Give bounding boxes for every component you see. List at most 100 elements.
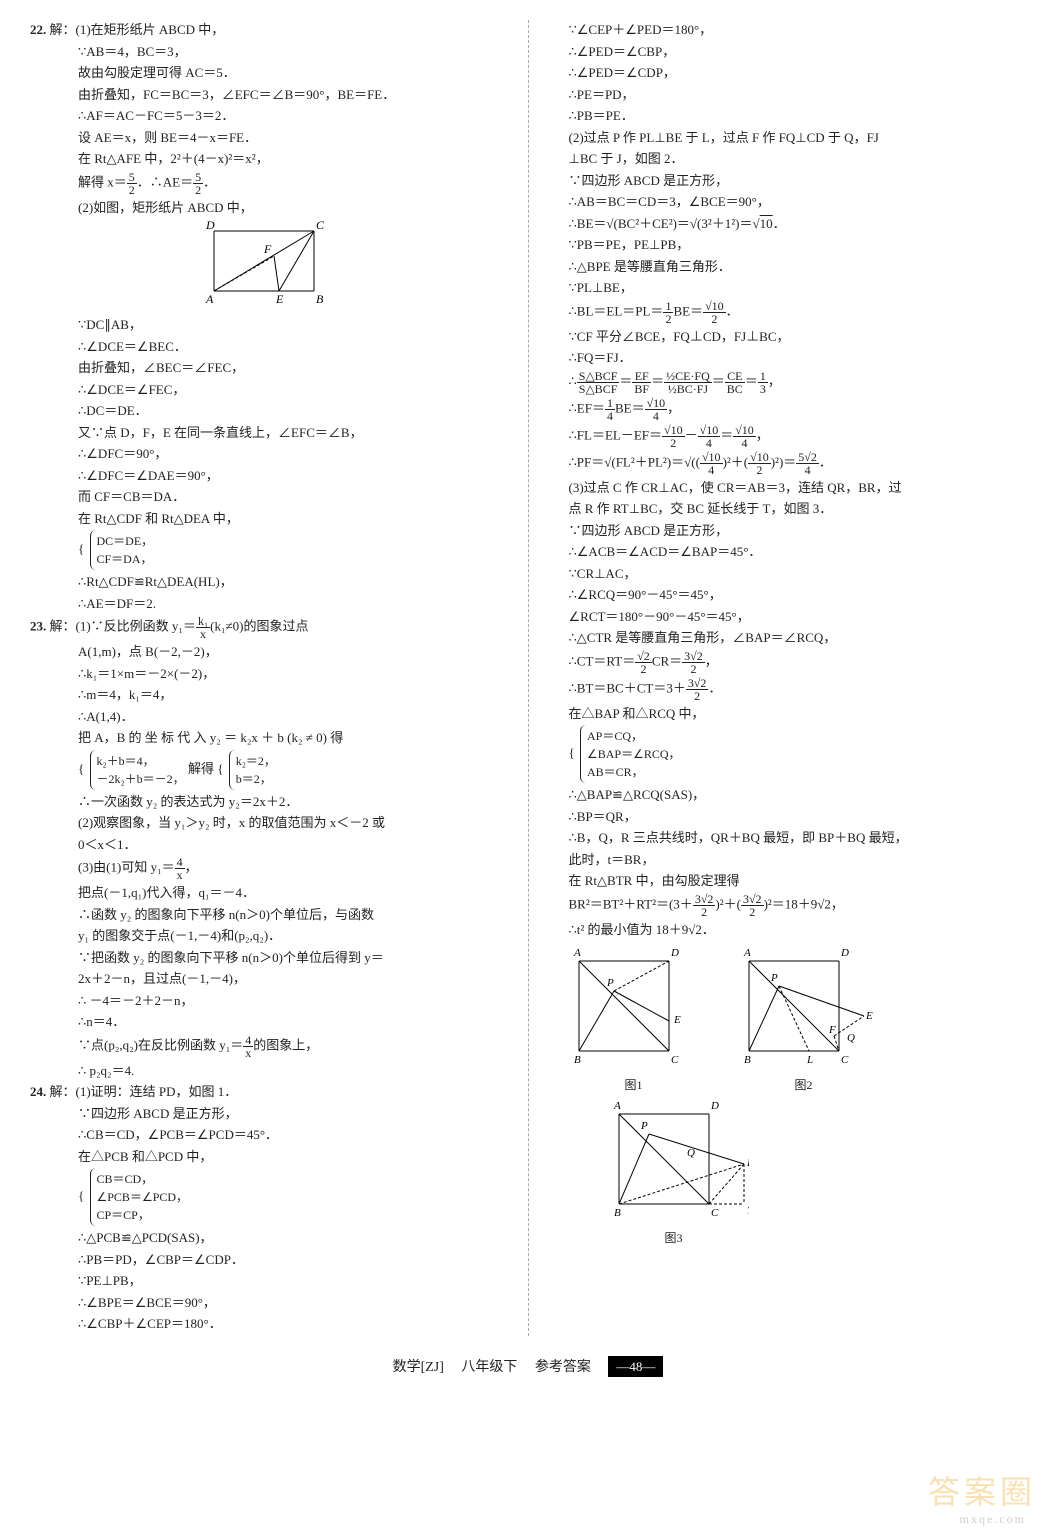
svg-text:D: D [670,947,679,959]
text-line: (3)过点 C 作 CR⊥AC，使 CR＝AB＝3，连结 QR，BR，过 [539,478,1027,498]
text-line: ∵CR⊥AC， [539,564,1027,584]
text-line: 把点(－1,q₁)代入得，q₁＝－4． [30,883,518,903]
text-line: ∴一次函数 y₂ 的表达式为 y₂＝2x＋2． [30,792,518,812]
svg-text:C: C [711,1207,719,1219]
svg-text:E: E [275,292,284,306]
text-line: 在△PCB 和△PCD 中， [30,1147,518,1167]
svg-text:R: R [746,1157,749,1169]
svg-text:E: E [673,1014,681,1026]
text-line: ∴∠ACB＝∠ACD＝∠BAP＝45°． [539,542,1027,562]
text-line: ∴AB＝BC＝CD＝3，∠BCE＝90°， [539,192,1027,212]
text-line: { AP＝CQ，∠BAP＝∠RCQ，AB＝CR， [539,725,1027,783]
text-line: ∴B，Q，R 三点共线时，QR＋BQ 最短，即 BP＋BQ 最短， [539,828,1027,848]
text-line: { CB＝CD，∠PCB＝∠PCD，CP＝CP， [30,1168,518,1226]
svg-text:C: C [671,1054,679,1066]
text-line: 而 CF＝CB＝DA． [30,487,518,507]
text-line: ∴PF＝√(FL²＋PL²)＝√((√104)²＋(√102)²)＝5√24． [539,451,1027,476]
text-line: ∴△PCB≌△PCD(SAS)， [30,1228,518,1248]
svg-text:Q: Q [687,1147,695,1159]
q22-figure: ABCDEF [204,221,344,311]
svg-text:D: D [205,221,215,232]
watermark-main: 答案圈 [928,1468,1036,1516]
text-line: A(1,m)，点 B(－2,－2)， [30,642,518,662]
text-line: ∴PE＝PD， [539,85,1027,105]
text-line: 解得 x＝52．∴AE＝52． [30,171,518,196]
text-line: ∴∠DFC＝∠DAE＝90°， [30,466,518,486]
text-line: ∴∠RCQ＝90°－45°＝45°， [539,585,1027,605]
text-line: ∴∠DFC＝90°， [30,444,518,464]
text-line: 2x＋2－n，且过点(－1,－4)， [30,969,518,989]
left-column: 22. 解：(1)在矩形纸片 ABCD 中，∵AB＝4，BC＝3，故由勾股定理可… [30,20,518,1336]
text-line: ∴n＝4． [30,1012,518,1032]
text-line: ∴△BPE 是等腰直角三角形． [539,257,1027,277]
text-line: ∵四边形 ABCD 是正方形， [539,521,1027,541]
text-line: ∴∠PED＝∠CDP， [539,63,1027,83]
text-line: ∵四边形 ABCD 是正方形， [30,1104,518,1124]
text-line: ∴S△BCFS△BCF＝EFBF＝½CE·FQ½BC·FJ＝CEBC＝13， [539,370,1027,395]
text-line: ∴DC＝DE． [30,401,518,421]
svg-text:B: B [574,1054,581,1066]
text-line: ∴△CTR 是等腰直角三角形，∠BAP＝∠RCQ， [539,628,1027,648]
svg-text:F: F [263,242,272,256]
svg-text:A: A [205,292,214,306]
text-line: ∴函数 y₂ 的图象向下平移 n(n＞0)个单位后，与函数 [30,905,518,925]
text-line: ∴BE＝√(BC²＋CE²)＝√(3²＋1²)＝√10． [539,214,1027,234]
footer-subject: 数学[ZJ] [393,1360,444,1375]
text-line: ∵四边形 ABCD 是正方形， [539,171,1027,191]
text-line: ∴ －4＝－2＋2－n， [30,991,518,1011]
text-line: ∵CF 平分∠BCE，FQ⊥CD，FJ⊥BC， [539,327,1027,347]
text-line: ∴m＝4，k₁＝4， [30,685,518,705]
text-line: ∴BP＝QR， [539,807,1027,827]
text-line: ∴PB＝PD，∠CBP＝∠CDP． [30,1250,518,1270]
svg-text:T: T [747,1205,749,1217]
text-line: 此时，t＝BR， [539,850,1027,870]
text-line: ∴EF＝14BE＝√104， [539,397,1027,422]
text-line: 在 Rt△AFE 中，2²＋(4－x)²＝x²， [30,149,518,169]
text-line: ∴Rt△CDF≌Rt△DEA(HL)， [30,572,518,592]
text-line: ∴AF＝AC－FC＝5－3＝2． [30,106,518,126]
question-number: 23. [30,618,46,633]
text-line: 把 A，B 的 坐 标 代 入 y₂ ＝ k₂x ＋ b (k₂ ≠ 0) 得 [30,728,518,748]
text-line: ∵AB＝4，BC＝3， [30,42,518,62]
text-line: ∵点(p₂,q₂)在反比例函数 y₁＝4x的图象上， [30,1034,518,1059]
text-line: ∴FQ＝FJ． [539,348,1027,368]
text-line: ∴ p₂q₂＝4. [30,1061,518,1081]
svg-text:P: P [770,972,778,984]
text-line: (2)过点 P 作 PL⊥BE 于 L，过点 F 作 FQ⊥CD 于 Q，FJ [539,128,1027,148]
text-line: ∴A(1,4)． [30,707,518,727]
text-line: 点 R 作 RT⊥BC，交 BC 延长线于 T，如图 3． [539,499,1027,519]
text-line: 在△BAP 和△RCQ 中， [539,704,1027,724]
text-line: ∵PB＝PE，PE⊥PB， [539,235,1027,255]
footer-grade: 八年级下 [461,1360,517,1375]
text-line: ∴k₁＝1×m＝－2×(－2)， [30,664,518,684]
text-line: ∴∠DCE＝∠FEC， [30,380,518,400]
text-line: y₁ 的图象交于点(－1,－4)和(p₂,q₂)． [30,926,518,946]
text-line: ∴∠CBP＋∠CEP＝180°． [30,1314,518,1334]
footer-page: —48— [608,1356,663,1378]
text-line: ∵DC∥AB， [30,315,518,335]
text-line: ∴PB＝PE． [539,106,1027,126]
text-line: 在 Rt△CDF 和 Rt△DEA 中， [30,509,518,529]
text-line: ∴AE＝DF＝2. [30,594,518,614]
text-line: 又∵点 D，F，E 在同一条直线上，∠EFC＝∠B， [30,423,518,443]
text-line: ⊥BC 于 J，如图 2． [539,149,1027,169]
text-line: BR²＝BT²＋RT²＝(3＋3√22)²＋(3√22)²＝18＋9√2， [539,893,1027,918]
page: 22. 解：(1)在矩形纸片 ABCD 中，∵AB＝4，BC＝3，故由勾股定理可… [30,20,1026,1336]
text-line: ∴CT＝RT＝√22CR＝3√22， [539,650,1027,675]
text-line: ∠RCT＝180°－90°－45°＝45°， [539,607,1027,627]
text-line: 0＜x＜1． [30,835,518,855]
svg-text:A: A [613,1100,621,1112]
question-number: 24. [30,1084,46,1099]
svg-text:P: P [606,977,614,989]
text-line: 在 Rt△BTR 中，由勾股定理得 [539,871,1027,891]
svg-text:B: B [614,1207,621,1219]
text-line: ∵PE⊥PB， [30,1271,518,1291]
text-line: 设 AE＝x，则 BE＝4－x＝FE． [30,128,518,148]
right-column: ∵∠CEP＋∠PED＝180°，∴∠PED＝∠CBP，∴∠PED＝∠CDP，∴P… [539,20,1027,1336]
text-line: ∴t² 的最小值为 18＋9√2． [539,920,1027,940]
svg-text:D: D [840,947,849,959]
svg-text:B: B [744,1054,751,1066]
q24-figures: ADBCPE图1ADBCEPFLQ图2 [539,941,1027,1094]
text-line: 故由勾股定理可得 AC＝5． [30,63,518,83]
svg-text:D: D [710,1100,719,1112]
